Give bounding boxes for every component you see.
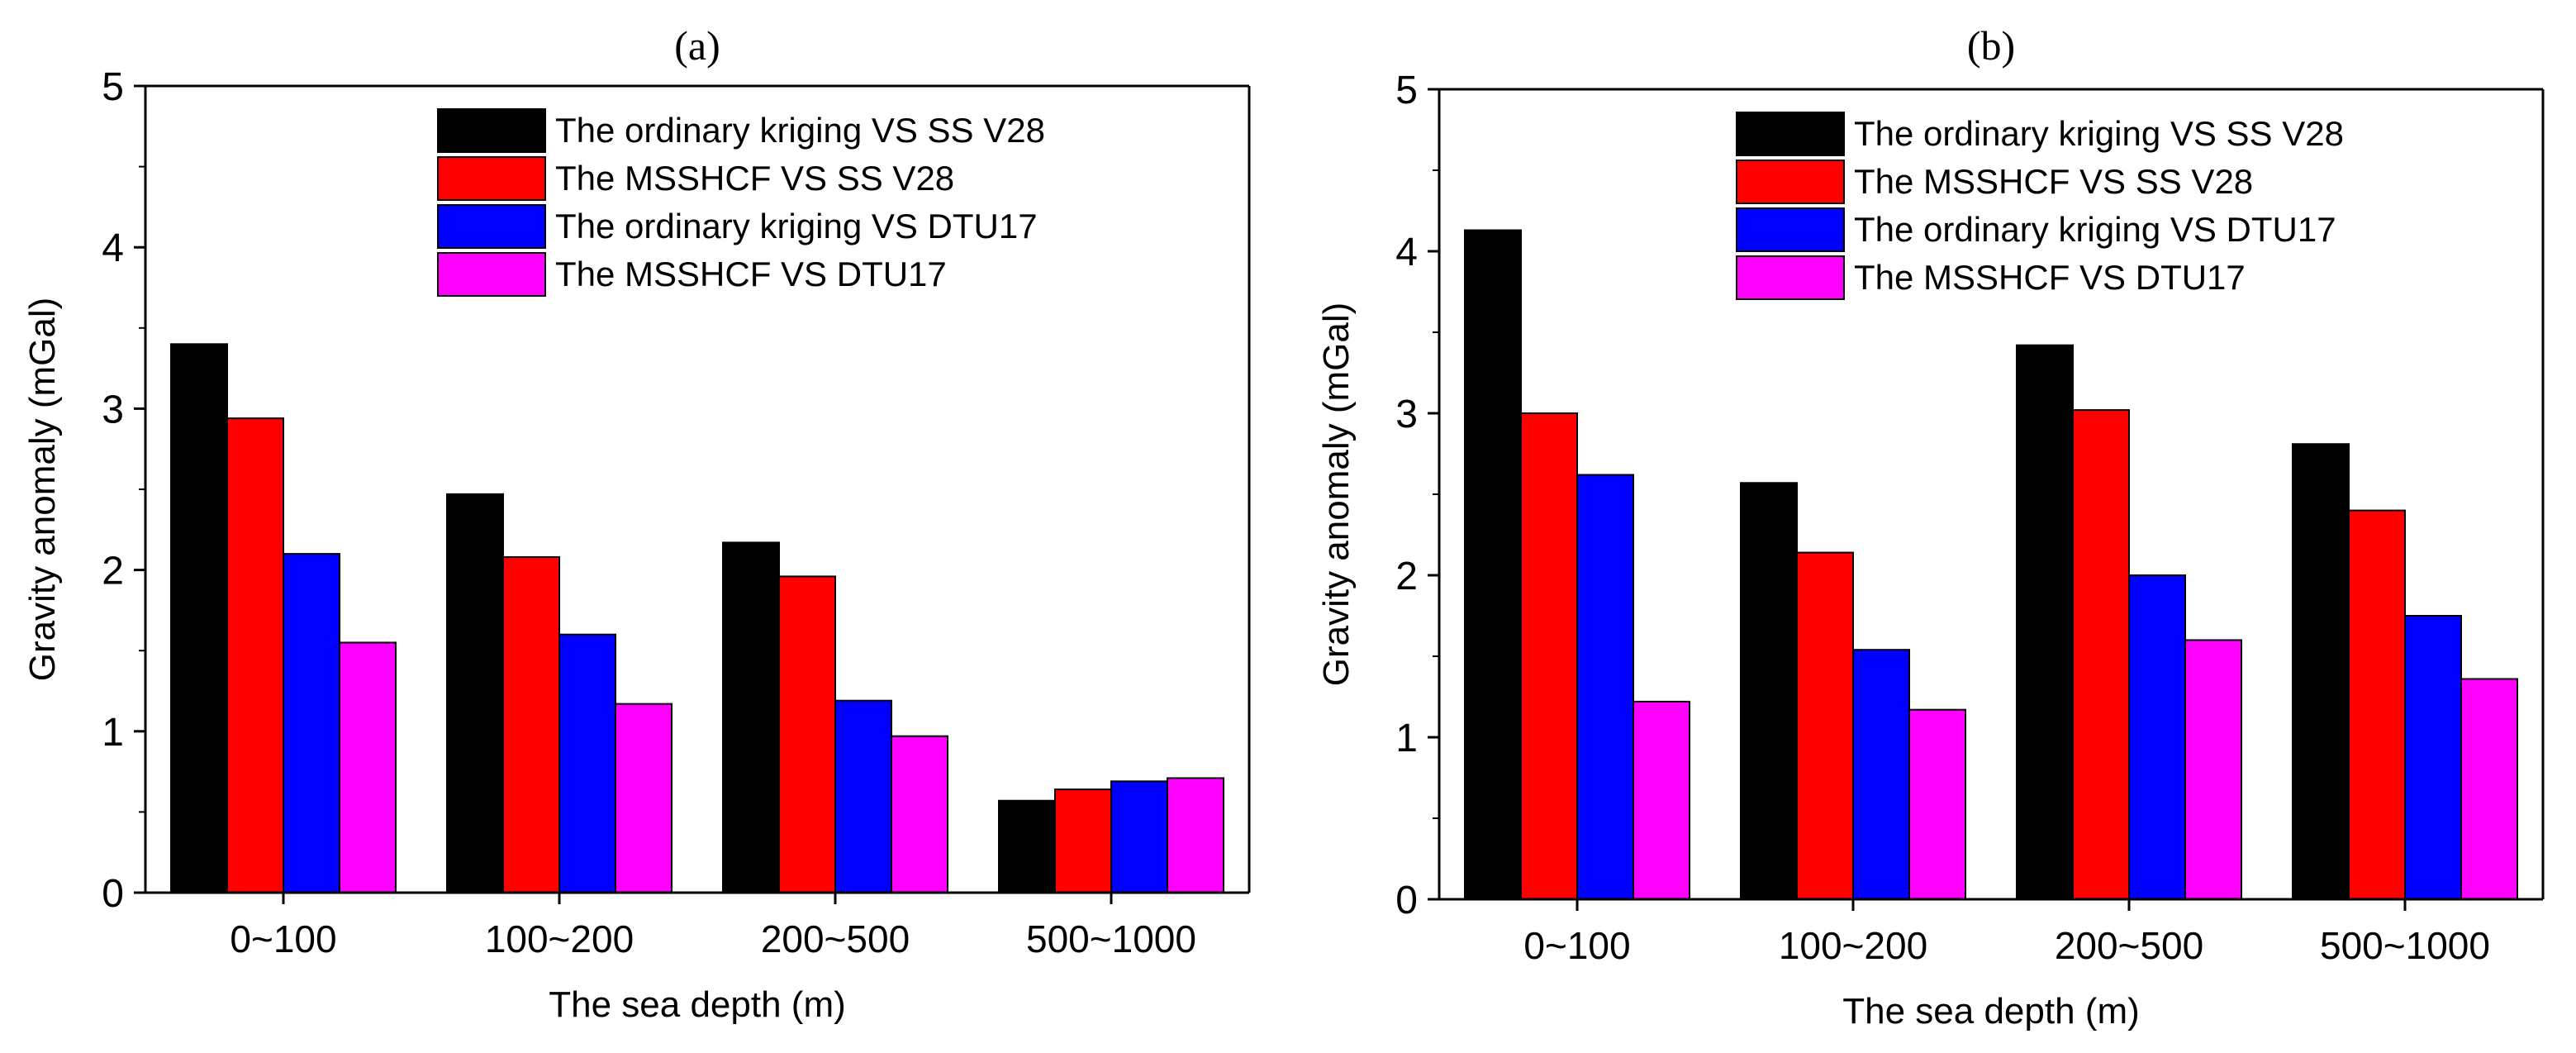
bar-1-500~1000 bbox=[2292, 443, 2350, 900]
legend-entry: The ordinary kriging VS SS V28 bbox=[555, 111, 1045, 150]
panel-label: (b) bbox=[1967, 22, 2015, 69]
x-tick-label: 100~200 bbox=[1779, 924, 1927, 967]
bar-2-500~1000 bbox=[1054, 789, 1112, 894]
legend-swatch bbox=[1736, 112, 1845, 156]
bar-3-200~500 bbox=[834, 699, 892, 893]
bar-1-0~100 bbox=[1464, 229, 1522, 900]
bar-1-500~1000 bbox=[998, 799, 1056, 894]
chart-panel-a: (a) 0~100 100~200 200~500 500~1000 0 1 2 3 4 5 The … bbox=[22, 22, 1251, 1025]
legend-swatch bbox=[1736, 160, 1845, 204]
legend-entry: The MSSHCF VS SS V28 bbox=[555, 159, 954, 198]
legend-entry: The MSSHCF VS SS V28 bbox=[1854, 162, 2253, 201]
y-axis-label: Gravity anomaly (mGal) bbox=[22, 298, 63, 682]
x-tick-label: 100~200 bbox=[485, 917, 634, 960]
y-tick-label: 3 bbox=[102, 388, 124, 431]
bar-3-200~500 bbox=[2128, 574, 2186, 900]
bar-2-100~200 bbox=[502, 555, 560, 893]
bar-2-200~500 bbox=[2072, 409, 2130, 900]
legend: The ordinary kriging VS SS V28 The MSSHCF… bbox=[1736, 112, 2344, 300]
x-tick-label: 200~500 bbox=[2055, 924, 2203, 967]
legend-swatch bbox=[437, 204, 546, 249]
bar-4-100~200 bbox=[615, 703, 673, 894]
y-axis-label: Gravity anomaly (mGal) bbox=[1316, 303, 1357, 687]
y-tick-label: 1 bbox=[1395, 717, 1418, 760]
bar-3-0~100 bbox=[1576, 474, 1634, 900]
y-tick-label: 1 bbox=[102, 711, 124, 755]
legend-swatch bbox=[1736, 255, 1845, 300]
x-tick-label: 200~500 bbox=[761, 917, 910, 960]
y-tick-label: 4 bbox=[102, 226, 124, 270]
bar-2-500~1000 bbox=[2348, 509, 2406, 900]
bar-2-0~100 bbox=[226, 417, 284, 893]
legend-swatch bbox=[437, 108, 546, 153]
bar-4-0~100 bbox=[1633, 700, 1690, 900]
panel-label: (a) bbox=[674, 22, 720, 69]
legend-entry: The MSSHCF VS DTU17 bbox=[555, 255, 947, 293]
bar-1-200~500 bbox=[722, 541, 780, 894]
x-axis-label: The sea depth (m) bbox=[1842, 991, 2140, 1032]
bar-2-100~200 bbox=[1796, 551, 1854, 900]
bar-4-0~100 bbox=[339, 641, 397, 893]
legend-swatch bbox=[437, 252, 546, 297]
y-tick-label: 2 bbox=[102, 550, 124, 593]
y-tick-label: 5 bbox=[102, 65, 124, 109]
legend: The ordinary kriging VS SS V28 The MSSHCF… bbox=[437, 108, 1045, 297]
bar-4-500~1000 bbox=[1167, 777, 1224, 894]
bar-3-100~200 bbox=[1852, 649, 1910, 900]
bar-1-100~200 bbox=[1740, 482, 1798, 901]
y-tick-label: 0 bbox=[102, 872, 124, 916]
legend-swatch bbox=[437, 156, 546, 201]
bar-1-100~200 bbox=[446, 493, 504, 894]
y-tick-label: 4 bbox=[1395, 231, 1418, 274]
legend-entry: The ordinary kriging VS DTU17 bbox=[555, 207, 1038, 245]
bar-4-200~500 bbox=[2184, 639, 2242, 901]
bar-3-500~1000 bbox=[2404, 615, 2462, 900]
bar-2-0~100 bbox=[1520, 412, 1578, 900]
bar-3-0~100 bbox=[283, 553, 340, 894]
x-tick-label: 500~1000 bbox=[1026, 917, 1196, 960]
legend-entry: The ordinary kriging VS SS V28 bbox=[1854, 114, 2344, 153]
x-tick-label: 0~100 bbox=[1523, 924, 1630, 967]
legend-entry: The ordinary kriging VS DTU17 bbox=[1854, 210, 2336, 249]
x-tick-label: 0~100 bbox=[230, 917, 336, 960]
bar-3-500~1000 bbox=[1110, 780, 1168, 894]
legend-entry: The MSSHCF VS DTU17 bbox=[1854, 258, 2246, 297]
y-tick-label: 5 bbox=[1395, 69, 1418, 112]
bar-4-200~500 bbox=[891, 735, 948, 893]
y-tick-label: 3 bbox=[1395, 393, 1418, 436]
legend-swatch bbox=[1736, 207, 1845, 252]
bar-1-200~500 bbox=[2016, 344, 2074, 900]
bar-2-200~500 bbox=[778, 575, 836, 894]
y-tick-label: 0 bbox=[1395, 879, 1418, 922]
chart-panel-b: (b) 0~100 100~200 200~500 500~1000 0 1 2 3 4 5 The … bbox=[1316, 22, 2545, 1032]
bar-4-500~1000 bbox=[2460, 678, 2518, 900]
bar-3-100~200 bbox=[558, 633, 616, 893]
bar-1-0~100 bbox=[170, 343, 228, 893]
y-tick-label: 2 bbox=[1395, 555, 1418, 598]
x-axis-label: The sea depth (m) bbox=[549, 984, 846, 1025]
bar-4-100~200 bbox=[1908, 708, 1966, 900]
x-tick-label: 500~1000 bbox=[2320, 924, 2490, 967]
